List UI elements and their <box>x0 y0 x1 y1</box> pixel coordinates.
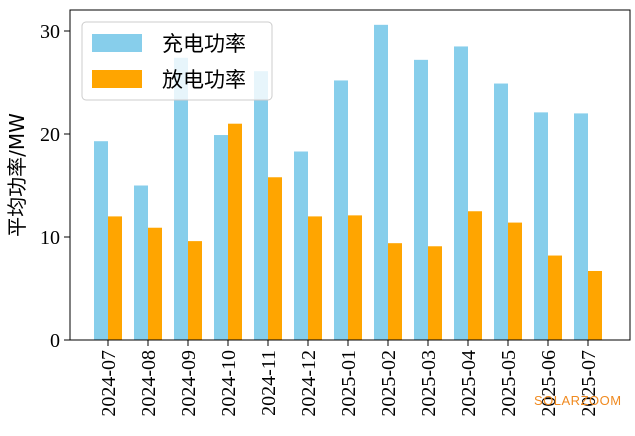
bar-discharge-2024-10 <box>228 123 242 340</box>
bar-charge-2024-09 <box>174 57 188 340</box>
bar-charge-2024-08 <box>134 185 148 340</box>
bar-discharge-2025-03 <box>428 246 442 340</box>
y-axis-label: 平均功率/MW <box>5 113 29 237</box>
x-tick-label: 2024-12 <box>298 350 320 417</box>
bar-discharge-2024-12 <box>308 216 322 340</box>
watermark: SOLARZOOM <box>534 393 622 408</box>
x-tick-label: 2024-09 <box>178 350 200 417</box>
legend-swatch-0 <box>92 34 142 52</box>
bar-charge-2025-07 <box>574 113 588 341</box>
plot-frame <box>69 9 631 341</box>
y-tick-label: 30 <box>40 21 60 43</box>
bar-charge-2024-12 <box>294 151 308 340</box>
bar-discharge-2025-01 <box>348 215 362 340</box>
x-tick-label: 2025-07 <box>578 350 600 417</box>
legend-label-0: 充电功率 <box>162 32 246 56</box>
x-tick-label: 2025-02 <box>378 350 400 417</box>
x-tick-label: 2025-01 <box>338 350 360 417</box>
bar-charge-2024-11 <box>254 71 268 341</box>
bar-charge-2025-01 <box>334 80 348 340</box>
bar-charge-2025-02 <box>374 24 388 340</box>
bar-discharge-2024-07 <box>108 216 122 340</box>
bar-discharge-2024-09 <box>188 241 202 340</box>
bar-charge-2025-06 <box>534 112 548 341</box>
legend-swatch-1 <box>92 70 142 88</box>
legend-label-1: 放电功率 <box>162 68 246 92</box>
y-tick-label: 0 <box>50 330 60 352</box>
x-tick-label: 2025-03 <box>418 350 440 417</box>
y-tick-label: 20 <box>40 124 60 146</box>
x-tick-label: 2025-04 <box>458 350 480 417</box>
x-tick-label: 2024-08 <box>138 350 160 417</box>
x-tick-label: 2024-07 <box>98 350 120 417</box>
x-tick-label: 2024-11 <box>258 350 280 416</box>
bar-charge-2025-04 <box>454 46 468 340</box>
x-tick-label: 2025-06 <box>538 350 560 417</box>
bar-discharge-2025-07 <box>588 270 602 340</box>
bar-discharge-2025-04 <box>468 211 482 340</box>
bar-charge-2024-07 <box>94 141 108 340</box>
bar-discharge-2025-02 <box>388 243 402 340</box>
y-tick-label: 10 <box>40 227 60 249</box>
bar-discharge-2024-11 <box>268 177 282 340</box>
bar-discharge-2024-08 <box>148 227 162 340</box>
bar-discharge-2025-05 <box>508 222 522 340</box>
bar-charge-2025-03 <box>414 59 428 341</box>
bar-charge-2025-05 <box>494 83 508 340</box>
bar-charge-2024-10 <box>214 135 228 340</box>
x-tick-label: 2025-05 <box>498 350 520 417</box>
bar-discharge-2025-06 <box>548 255 562 340</box>
x-tick-label: 2024-10 <box>218 350 240 417</box>
